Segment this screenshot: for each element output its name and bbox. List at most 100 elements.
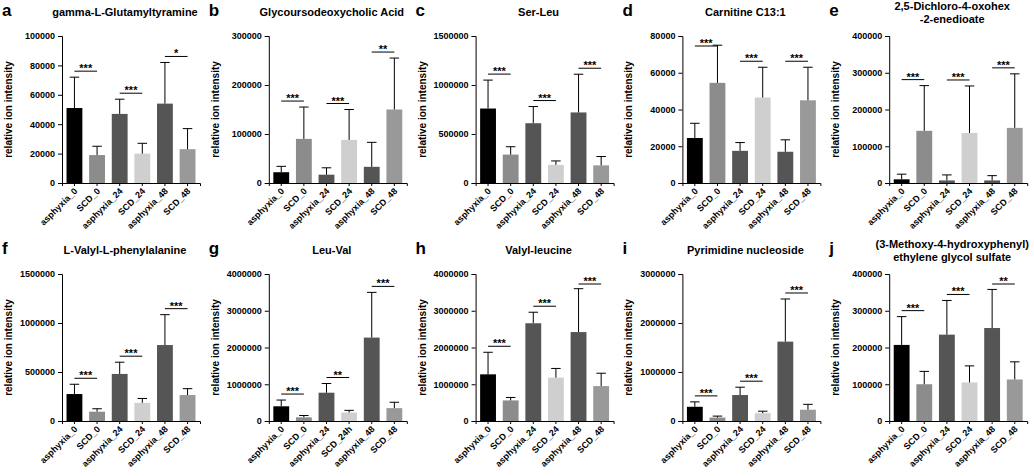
bar <box>984 180 1000 183</box>
bar <box>571 332 587 421</box>
y-tick: 4000000 <box>434 269 476 279</box>
error-whisker <box>74 77 75 108</box>
error-bar <box>942 175 952 181</box>
y-tick-mark <box>58 124 62 125</box>
y-axis-title: relative ion intensity <box>830 299 841 396</box>
x-tick-mark <box>281 183 282 186</box>
x-tick-mark <box>164 421 165 424</box>
y-tick-mark <box>58 183 62 184</box>
y-tick-label: 1500000 <box>434 31 469 41</box>
y-tick: 60000 <box>30 90 62 100</box>
y-tick: 1500000 <box>20 269 62 279</box>
error-cap <box>758 411 768 412</box>
x-tick: asphyxia_0 <box>452 421 493 465</box>
x-tick-mark <box>946 183 947 186</box>
x-tick-mark <box>394 421 395 424</box>
significance-label: *** <box>790 284 804 296</box>
error-whisker <box>533 107 534 124</box>
bar <box>112 114 128 183</box>
error-bar <box>92 409 102 412</box>
error-whisker <box>740 387 741 395</box>
y-tick-mark <box>885 73 889 74</box>
y-tick: 0 <box>670 178 682 188</box>
significance-label: *** <box>538 92 552 104</box>
error-cap <box>138 143 148 144</box>
bar <box>548 165 564 183</box>
y-axis: 01000000200000030000004000000 <box>434 269 477 426</box>
plot-area <box>480 74 609 183</box>
x-tick-label: asphyxia_0 <box>452 186 493 227</box>
y-tick-mark <box>265 348 269 349</box>
y-axis-line <box>58 37 63 184</box>
y-tick-label: 300000 <box>232 31 262 41</box>
error-whisker <box>694 123 695 138</box>
x-tick-mark <box>326 421 327 424</box>
error-whisker <box>488 352 489 374</box>
error-bar <box>758 411 768 413</box>
y-axis: 0100000020000003000000 <box>640 269 683 426</box>
title-line: 2,5-Dichloro-4-oxohex <box>894 0 1010 12</box>
error-whisker <box>371 292 372 337</box>
y-tick: 300000 <box>852 68 889 78</box>
y-tick: 3000000 <box>227 306 269 316</box>
x-tick: asphyxia_0 <box>245 183 286 227</box>
y-tick-label: 4000000 <box>434 269 469 279</box>
x-tick-mark <box>142 183 143 186</box>
y-tick-label: 300000 <box>852 68 882 78</box>
x-tick: SCD_48 <box>575 421 606 455</box>
panel-label: e <box>829 1 838 20</box>
error-whisker <box>785 299 786 342</box>
x-tick-mark <box>601 183 602 186</box>
x-axis-line <box>890 422 1028 425</box>
x-tick-mark <box>924 183 925 186</box>
x-tick-label: asphyxia_0 <box>865 186 906 227</box>
y-tick-mark <box>678 274 682 275</box>
error-whisker <box>349 110 350 140</box>
y-tick-mark <box>885 146 889 147</box>
error-cap <box>942 300 952 301</box>
y-axis-title: relative ion intensity <box>623 299 634 396</box>
y-tick-label: 1500000 <box>20 269 55 279</box>
error-whisker <box>326 168 327 175</box>
error-cap <box>70 384 80 385</box>
x-tick-label: asphyxia_0 <box>658 424 699 465</box>
y-tick-label: 20000 <box>30 149 55 159</box>
error-whisker <box>762 67 763 97</box>
chart-title: Carnitine C13:1 <box>705 6 786 18</box>
error-cap <box>574 288 584 289</box>
y-tick-label: 80000 <box>30 61 55 71</box>
y-tick-label: 1000000 <box>434 80 469 90</box>
x-axis: asphyxia_0SCD_0asphyxia_24SCD_24asphyxia… <box>658 421 820 469</box>
y-tick-mark <box>58 421 62 422</box>
x-tick: asphyxia_0 <box>452 183 493 227</box>
error-cap <box>803 67 813 68</box>
x-axis: asphyxia_0SCD_0asphyxia_24SCD_24asphyxia… <box>865 183 1027 231</box>
error-cap <box>390 402 400 403</box>
error-cap <box>574 74 584 75</box>
y-tick-mark <box>885 274 889 275</box>
error-whisker <box>946 300 947 334</box>
y-tick-label: 200000 <box>852 343 882 353</box>
bar <box>364 167 380 183</box>
y-tick-label: 0 <box>670 416 675 426</box>
y-tick-label: 3000000 <box>640 269 675 279</box>
bar <box>273 406 289 421</box>
x-tick-mark <box>97 183 98 186</box>
bar <box>296 139 312 183</box>
error-whisker <box>807 404 808 409</box>
error-cap <box>781 298 791 299</box>
error-bar <box>897 174 907 179</box>
bar <box>571 112 587 183</box>
significance-label: *** <box>79 62 93 74</box>
y-tick: 0 <box>257 178 269 188</box>
error-bar <box>781 140 791 152</box>
significance-label: ** <box>334 369 343 381</box>
x-tick-label: SCD_48 <box>368 424 399 455</box>
bar <box>732 395 748 421</box>
x-tick-label: asphyxia_0 <box>245 186 286 227</box>
error-cap <box>735 142 745 143</box>
plot-area <box>67 62 196 183</box>
plot-area <box>894 289 1023 421</box>
error-bar <box>138 398 148 402</box>
x-tick-mark <box>578 183 579 186</box>
